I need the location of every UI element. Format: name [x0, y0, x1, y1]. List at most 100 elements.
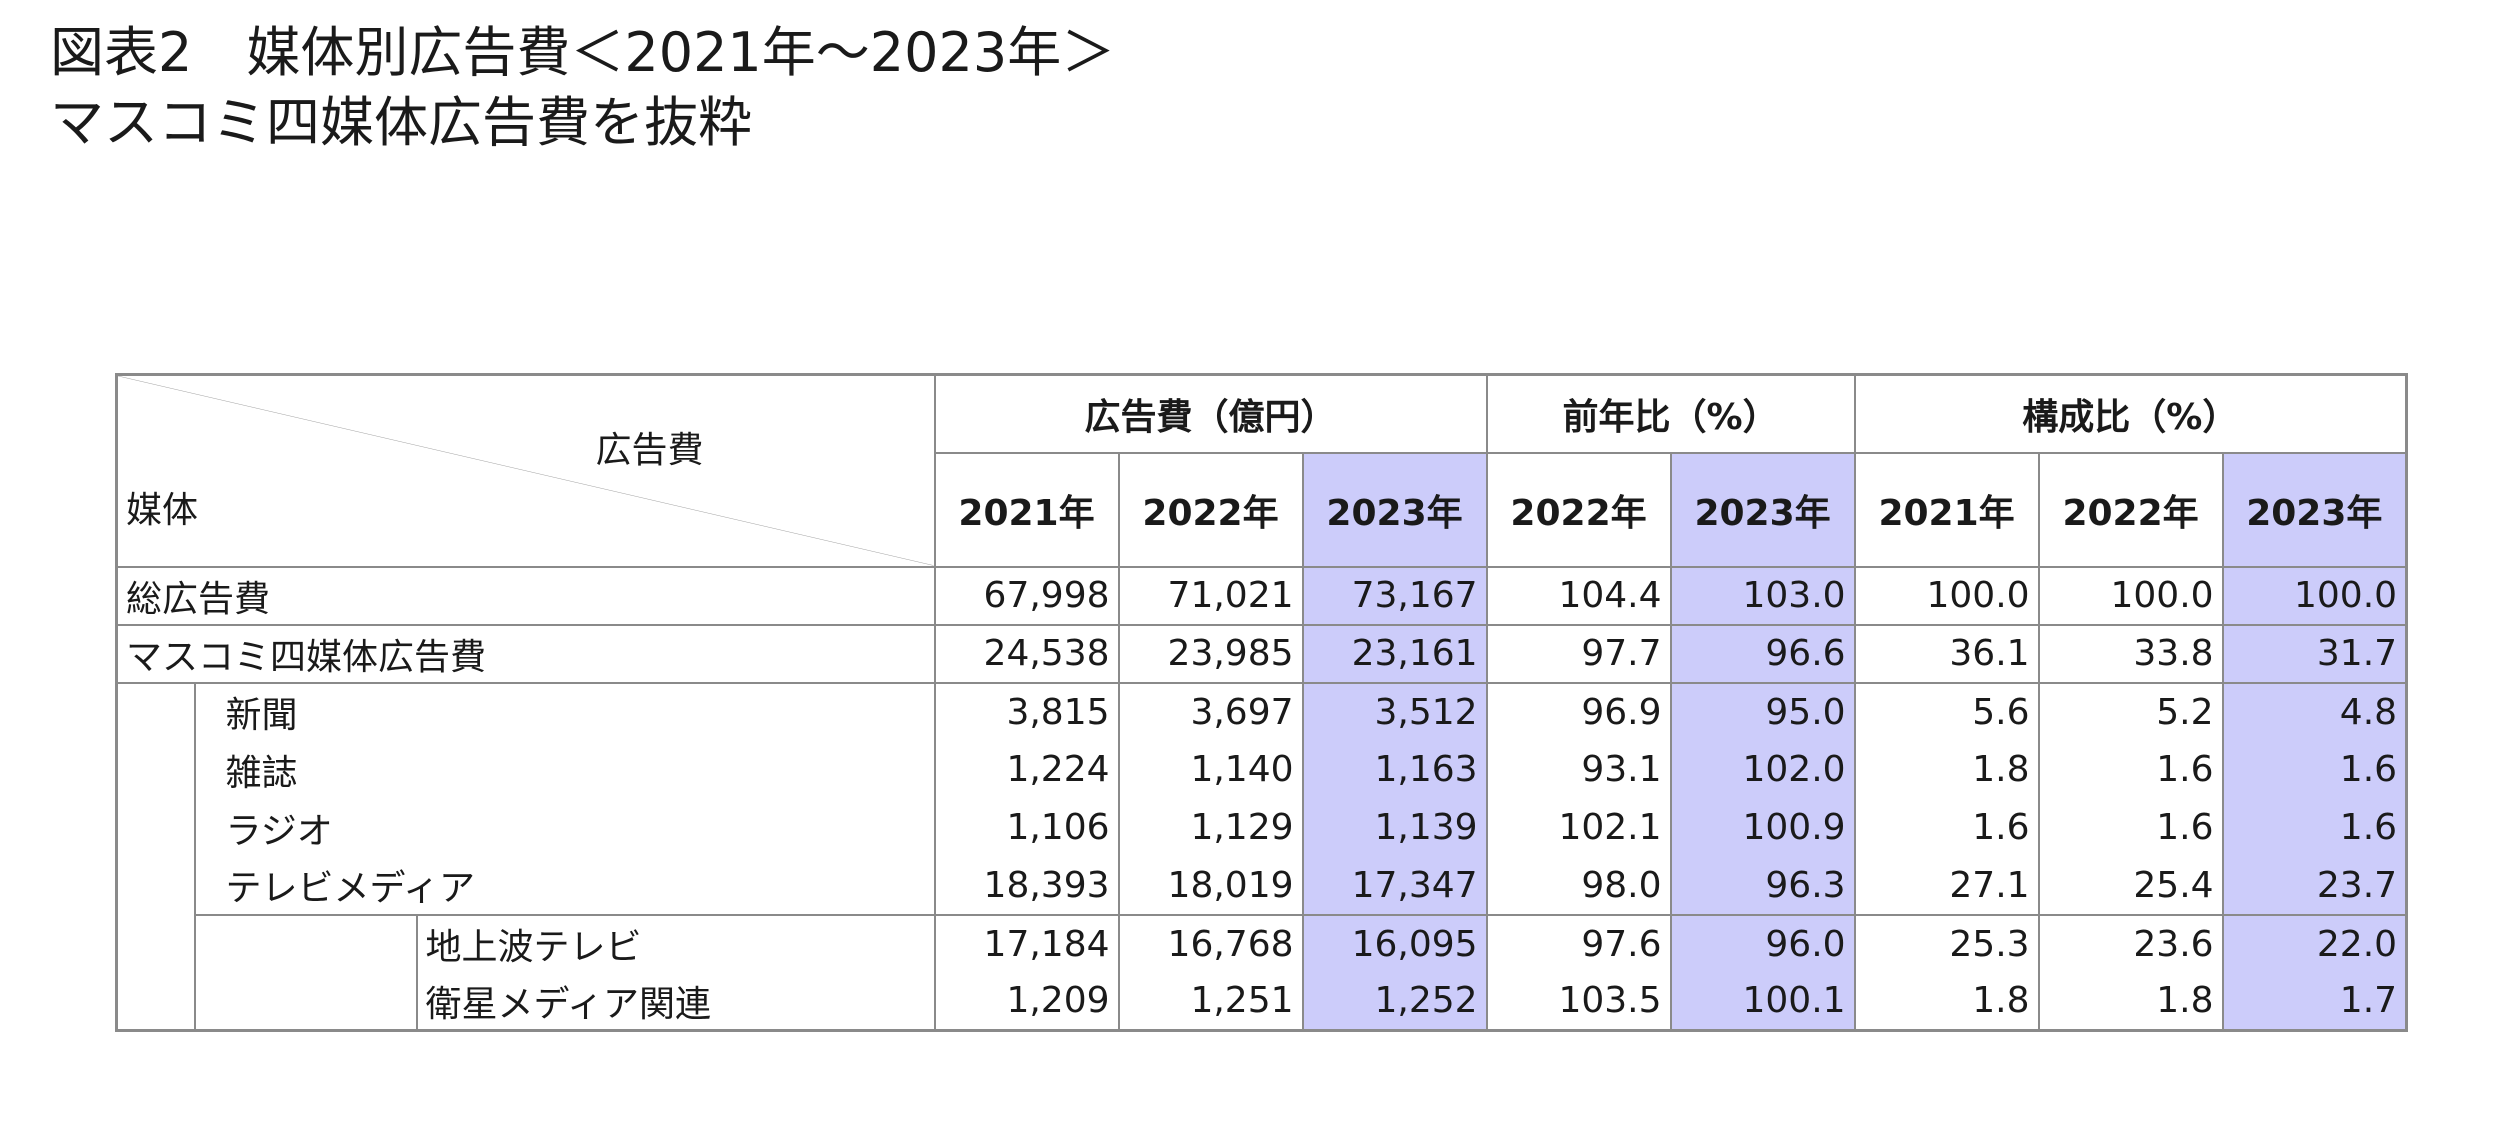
table-cell: 98.0 [1485, 856, 1672, 915]
table-row: 衛星メディア関連 1,209 1,251 1,252 103.5 100.1 1.8 1.8 1… [117, 972, 2408, 1032]
row-label: ラジオ [193, 798, 936, 857]
table-cell: 1.6 [2037, 740, 2224, 799]
indent-spacer [115, 681, 196, 1032]
table-cell: 100.9 [1669, 798, 1856, 857]
table-cell: 1.6 [2037, 798, 2224, 857]
title-line-1: 図表2 媒体別広告費＜2021年～2023年＞ [50, 21, 1116, 84]
row-label: 総広告費 [115, 565, 936, 626]
table-cell: 16,768 [1117, 913, 1304, 973]
row-label: 新聞 [193, 681, 936, 741]
year-header-cost-2023: 2023年 [1301, 451, 1488, 568]
row-label: 地上波テレビ [415, 913, 936, 973]
table-cell: 5.6 [1853, 681, 2040, 741]
corner-column-label: 広告費 [595, 430, 704, 471]
table-cell: 1,252 [1301, 972, 1488, 1032]
table-cell: 4.8 [2221, 681, 2408, 741]
table-cell: 95.0 [1669, 681, 1856, 741]
group-header-cost: 広告費（億円） [933, 373, 1488, 454]
table-cell: 17,184 [933, 913, 1120, 973]
table-row: マスコミ四媒体広告費 24,538 23,985 23,161 97.7 96.6 36.1… [115, 623, 2408, 684]
indent-spacer [193, 913, 418, 1032]
table-cell: 23,985 [1117, 623, 1304, 684]
table-cell: 96.3 [1669, 856, 1856, 915]
corner-header: 広告費 媒体 [115, 373, 936, 568]
table-cell: 23,161 [1301, 623, 1488, 684]
table-cell: 1,251 [1117, 972, 1304, 1032]
table-cell: 1.8 [1853, 740, 2040, 799]
table-cell: 1.6 [2221, 798, 2408, 857]
table-cell: 18,019 [1117, 856, 1304, 915]
ad-expenditure-table: 広告費 媒体 広告費（億円） 前年比（%） 構成比（%） 2021年 2022年… [115, 373, 2409, 1032]
row-label: テレビメディア [193, 856, 936, 915]
table-cell: 96.0 [1669, 913, 1856, 973]
table-cell: 1,209 [933, 972, 1120, 1032]
table-cell: 24,538 [933, 623, 1120, 684]
table-cell: 100.1 [1669, 972, 1856, 1032]
diagonal-divider [118, 376, 934, 566]
table-cell: 100.0 [2037, 565, 2224, 626]
table-cell: 1.7 [2221, 972, 2408, 1032]
year-header-share-2022: 2022年 [2037, 451, 2224, 568]
table-cell: 1,129 [1117, 798, 1304, 857]
table-cell: 103.5 [1485, 972, 1672, 1032]
table-cell: 102.0 [1669, 740, 1856, 799]
table-cell: 5.2 [2037, 681, 2224, 741]
table-cell: 102.1 [1485, 798, 1672, 857]
table-row: 新聞 3,815 3,697 3,512 96.9 95.0 5.6 5.2 4.8 [115, 681, 2408, 1032]
table-cell: 16,095 [1301, 913, 1488, 973]
table-cell: 93.1 [1485, 740, 1672, 799]
table-cell: 1,163 [1301, 740, 1488, 799]
table-cell: 1.8 [1853, 972, 2040, 1032]
table-cell: 97.6 [1485, 913, 1672, 973]
table-cell: 97.7 [1485, 623, 1672, 684]
table-cell: 100.0 [1853, 565, 2040, 626]
year-header-cost-2022: 2022年 [1117, 451, 1304, 568]
figure-title: 図表2 媒体別広告費＜2021年～2023年＞ マスコミ四媒体広告費を抜粋 [50, 18, 1115, 158]
group-header-yoy: 前年比（%） [1485, 373, 1856, 454]
table-cell: 23.6 [2037, 913, 2224, 973]
table-cell: 96.9 [1485, 681, 1672, 741]
table-cell: 36.1 [1853, 623, 2040, 684]
table-row: ラジオ 1,106 1,129 1,139 102.1 100.9 1.6 1.6 1.6 [117, 798, 2408, 857]
table-cell: 103.0 [1669, 565, 1856, 626]
table-row: 総広告費 67,998 71,021 73,167 104.4 103.0 100.0 100… [115, 565, 2408, 626]
table-cell: 17,347 [1301, 856, 1488, 915]
table-cell: 3,697 [1117, 681, 1304, 741]
table-cell: 1.6 [1853, 798, 2040, 857]
table-cell: 27.1 [1853, 856, 2040, 915]
table-cell: 67,998 [933, 565, 1120, 626]
table-cell: 1,139 [1301, 798, 1488, 857]
table-cell: 96.6 [1669, 623, 1856, 684]
table-cell: 3,512 [1301, 681, 1488, 741]
row-label: マスコミ四媒体広告費 [115, 623, 936, 684]
year-header-cost-2021: 2021年 [933, 451, 1120, 568]
title-line-2: マスコミ四媒体広告費を抜粋 [50, 91, 752, 154]
row-label: 衛星メディア関連 [415, 972, 936, 1032]
group-header-share: 構成比（%） [1853, 373, 2408, 454]
table-cell: 31.7 [2221, 623, 2408, 684]
table-cell: 1.8 [2037, 972, 2224, 1032]
table-body: 総広告費 67,998 71,021 73,167 104.4 103.0 100.0 100… [115, 565, 2408, 1032]
table-row: 地上波テレビ 17,184 16,768 16,095 97.6 96.0 25.3 23.6… [117, 913, 2408, 1032]
table-cell: 3,815 [933, 681, 1120, 741]
table-cell: 25.3 [1853, 913, 2040, 973]
table-cell: 73,167 [1301, 565, 1488, 626]
table-cell: 71,021 [1117, 565, 1304, 626]
row-label: 雑誌 [193, 740, 936, 799]
table-cell: 25.4 [2037, 856, 2224, 915]
year-header-yoy-2023: 2023年 [1669, 451, 1856, 568]
table-cell: 1,224 [933, 740, 1120, 799]
table-cell: 100.0 [2221, 565, 2408, 626]
table-cell: 104.4 [1485, 565, 1672, 626]
table-cell: 1,140 [1117, 740, 1304, 799]
year-header-share-2021: 2021年 [1853, 451, 2040, 568]
table-row: テレビメディア 18,393 18,019 17,347 98.0 96.3 27.1 25.… [117, 856, 2408, 915]
table-cell: 23.7 [2221, 856, 2408, 915]
table-cell: 18,393 [933, 856, 1120, 915]
table-cell: 1,106 [933, 798, 1120, 857]
table-cell: 1.6 [2221, 740, 2408, 799]
year-header-yoy-2022: 2022年 [1485, 451, 1672, 568]
table-row: 雑誌 1,224 1,140 1,163 93.1 102.0 1.8 1.6 1.6 [117, 740, 2408, 799]
table-cell: 22.0 [2221, 913, 2408, 973]
year-header-share-2023: 2023年 [2221, 451, 2408, 568]
